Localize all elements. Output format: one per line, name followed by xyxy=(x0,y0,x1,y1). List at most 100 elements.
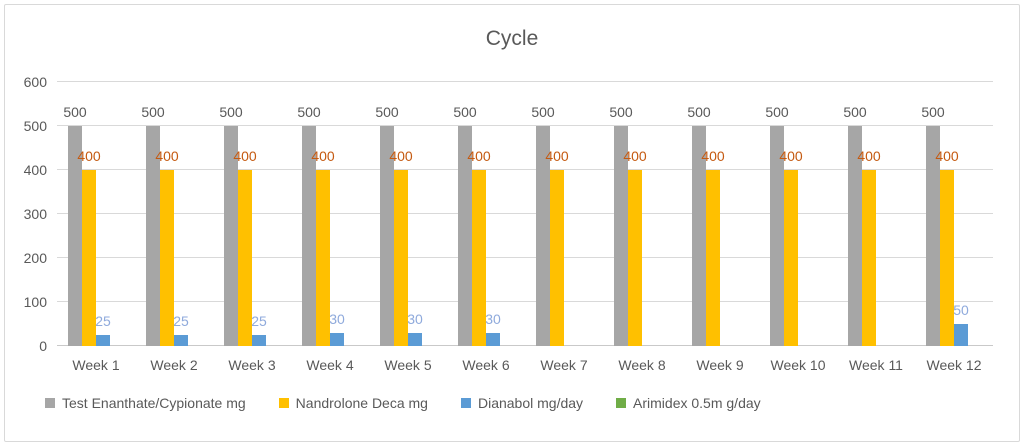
bar: 500 xyxy=(609,105,633,346)
gridline xyxy=(57,257,993,258)
bar: 500 xyxy=(765,105,789,346)
bar-value-label: 30 xyxy=(407,310,423,327)
bar-value-label: 500 xyxy=(297,104,321,120)
bar: 500 xyxy=(453,105,477,346)
bar: 500 xyxy=(297,105,321,346)
bar: 500 xyxy=(375,105,399,346)
bar: 25 xyxy=(173,314,189,346)
x-category-label: Week 7 xyxy=(540,357,588,373)
gridline xyxy=(57,301,993,302)
legend-swatch xyxy=(616,398,627,408)
gridline xyxy=(57,81,993,82)
bar: 400 xyxy=(857,149,881,346)
bar-value-label: 400 xyxy=(935,148,959,164)
y-tick-label: 0 xyxy=(39,338,47,354)
bar: 25 xyxy=(95,314,111,346)
bar-value-label: 400 xyxy=(623,148,647,164)
bar-value-label: 400 xyxy=(857,148,881,164)
legend-label: Arimidex 0.5m g/day xyxy=(633,395,761,411)
bar-value-label: 400 xyxy=(233,148,257,164)
bar: 30 xyxy=(407,312,423,346)
x-axis-category-labels: Week 1 Week 2 Week 3 Week 4 Week 5 Week 6 Week… xyxy=(57,357,993,373)
bar-value-label: 400 xyxy=(545,148,569,164)
bar-group: 500 400 25 xyxy=(57,82,135,346)
bar-value-label: 500 xyxy=(219,104,243,120)
bar-value-label: 400 xyxy=(779,148,803,164)
bar-group: 500 400 30 xyxy=(447,82,525,346)
x-category-label: Week 2 xyxy=(150,357,198,373)
bar-group: 500 400 xyxy=(759,82,837,346)
bar-group: 500 400 xyxy=(837,82,915,346)
x-category-label: Week 1 xyxy=(72,357,120,373)
legend-item: Arimidex 0.5m g/day xyxy=(616,395,761,411)
bar-value-label: 500 xyxy=(531,104,555,120)
y-axis-tick-labels: 0 100 200 300 400 500 600 xyxy=(7,75,47,353)
chart-title: Cycle xyxy=(485,27,539,50)
y-tick-label: 600 xyxy=(23,74,47,90)
y-tick-label: 400 xyxy=(23,162,47,178)
bar-value-label: 500 xyxy=(141,104,165,120)
bar-value-label: 30 xyxy=(485,310,501,327)
legend-label: Test Enanthate/Cypionate mg xyxy=(62,395,246,411)
x-category-label: Week 6 xyxy=(462,357,510,373)
bar: 400 xyxy=(155,149,179,346)
bar: 400 xyxy=(233,149,257,346)
legend-item: Test Enanthate/Cypionate mg xyxy=(45,395,246,411)
x-category-label: Week 4 xyxy=(306,357,354,373)
bar-group: 500 400 xyxy=(603,82,681,346)
bar: 400 xyxy=(779,149,803,346)
bar-value-label: 500 xyxy=(765,104,789,120)
bar-value-label: 25 xyxy=(251,313,267,329)
x-category-label: Week 8 xyxy=(618,357,666,373)
bar: 50 xyxy=(953,303,969,346)
x-category-label: Week 12 xyxy=(926,357,982,373)
bar: 400 xyxy=(701,149,725,346)
legend-swatch xyxy=(45,398,55,408)
x-axis-line xyxy=(57,345,993,346)
legend-item: Dianabol mg/day xyxy=(460,395,584,411)
bar-value-label: 500 xyxy=(375,104,399,120)
bar: 500 xyxy=(843,105,867,346)
bar: 500 xyxy=(141,105,165,346)
legend-label: Dianabol mg/day xyxy=(477,395,584,411)
bar: 500 xyxy=(531,105,555,346)
legend-swatch xyxy=(460,398,471,408)
bar-group: 500 400 xyxy=(525,82,603,346)
legend-label: Nandrolone Deca mg xyxy=(295,395,428,411)
bar-value-label: 400 xyxy=(77,148,101,164)
bar-value-label: 500 xyxy=(843,104,867,120)
bar: 400 xyxy=(623,149,647,346)
chart-frame: Cycle 0 100 200 300 400 500 600 500 400 25 500 400… xyxy=(4,4,1020,442)
bar: 500 xyxy=(63,105,87,346)
bar-value-label: 25 xyxy=(95,313,111,329)
gridline xyxy=(57,169,993,170)
bar-group: 500 400 30 xyxy=(369,82,447,346)
y-tick-label: 300 xyxy=(23,206,47,222)
x-category-label: Week 3 xyxy=(228,357,276,373)
bar: 30 xyxy=(329,312,345,346)
legend-item: Nandrolone Deca mg xyxy=(278,395,428,411)
bar-value-label: 500 xyxy=(63,104,87,120)
x-category-label: Week 11 xyxy=(849,357,903,373)
bar-value-label: 500 xyxy=(609,104,633,120)
bar: 25 xyxy=(251,314,267,346)
bar-value-label: 400 xyxy=(467,148,491,164)
legend: Test Enanthate/Cypionate mg Nandrolone De… xyxy=(45,395,761,411)
bar-group: 500 400 50 xyxy=(915,82,993,346)
bar-value-label: 25 xyxy=(173,313,189,329)
bar-group: 500 400 25 xyxy=(135,82,213,346)
x-category-label: Week 10 xyxy=(770,357,826,373)
y-tick-label: 200 xyxy=(23,250,47,266)
bar: 400 xyxy=(545,149,569,346)
bar-groups: 500 400 25 500 400 25 500 400 25 500 400 30 500 400 30… xyxy=(57,82,993,346)
bar-group: 500 400 xyxy=(681,82,759,346)
bar-value-label: 500 xyxy=(453,104,477,120)
bar-group: 500 400 30 xyxy=(291,82,369,346)
bar-value-label: 500 xyxy=(687,104,711,120)
gridline xyxy=(57,213,993,214)
bar-value-label: 400 xyxy=(311,148,335,164)
gridline xyxy=(57,125,993,126)
plot-area: 0 100 200 300 400 500 600 500 400 25 500 400 25 500 4… xyxy=(24,75,993,353)
bar: 400 xyxy=(467,149,491,346)
